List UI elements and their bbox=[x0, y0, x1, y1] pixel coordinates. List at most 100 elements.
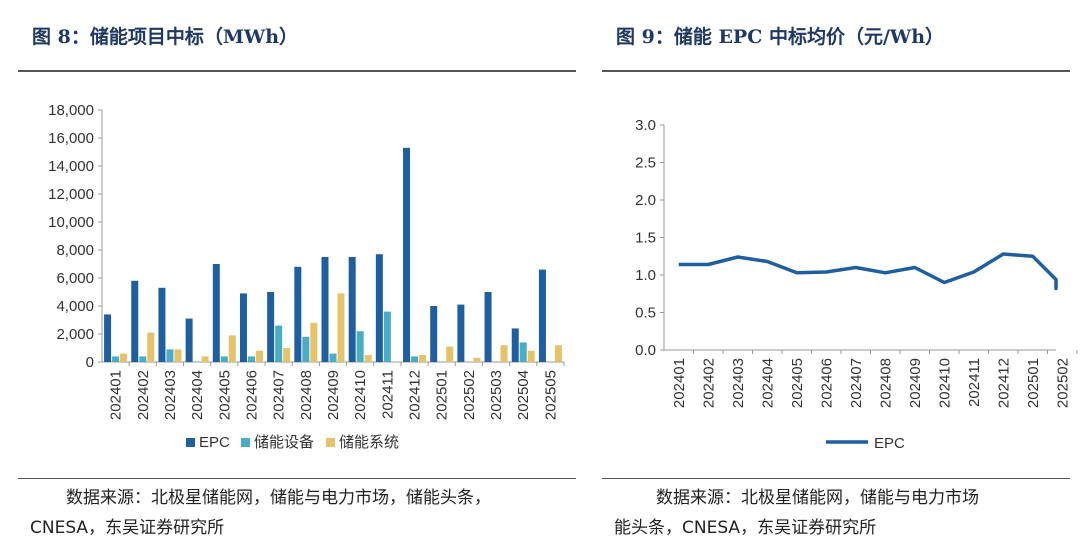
x-tick-label: 202408 bbox=[298, 370, 315, 420]
x-tick-label: 202410 bbox=[352, 370, 369, 420]
x-tick-label: 202407 bbox=[848, 358, 865, 408]
bar-EPC bbox=[239, 293, 247, 362]
bar-储能设备 bbox=[247, 356, 255, 362]
x-tick-label: 202501 bbox=[1025, 358, 1042, 408]
x-tick-label: 202406 bbox=[818, 358, 835, 408]
title-rule bbox=[602, 70, 1070, 72]
x-tick-label: 202501 bbox=[434, 370, 451, 420]
bar-EPC bbox=[321, 257, 329, 362]
bar-EPC bbox=[267, 292, 275, 362]
x-tick-label: 202412 bbox=[995, 358, 1012, 408]
y-tick-label: 0.5 bbox=[635, 305, 656, 322]
bar-EPC bbox=[538, 269, 546, 362]
y-tick-label: 10,000 bbox=[48, 214, 94, 231]
x-tick-label: 202405 bbox=[789, 358, 806, 408]
x-tick-label: 202502 bbox=[1054, 358, 1071, 408]
x-tick-label: 202411 bbox=[966, 358, 983, 407]
legend-label: 储能设备 bbox=[254, 434, 314, 451]
legend-swatch bbox=[186, 438, 195, 447]
bar-储能系统 bbox=[473, 357, 481, 362]
bar-EPC bbox=[131, 280, 139, 362]
x-tick-label: 202412 bbox=[407, 370, 424, 420]
bid-volume-bar-chart: 0 2,000 4,000 6,000 8,000 10,000 12,000 14,000 1… bbox=[48, 102, 565, 451]
source-rule bbox=[18, 478, 576, 479]
bar-EPC bbox=[484, 292, 492, 362]
y-tick-label: 6,000 bbox=[56, 270, 94, 287]
epc-price-panel: 图 9：储能 EPC 中标均价（元/Wh） 0.0 0.5 1.0 1.5 2.0 2.5… bbox=[590, 0, 1080, 553]
bar-储能系统 bbox=[500, 345, 508, 362]
y-tick-label: 0.0 bbox=[635, 342, 656, 359]
y-tick-label: 2.0 bbox=[635, 192, 656, 209]
y-tick-label: 1.5 bbox=[635, 230, 656, 247]
series-line-EPC bbox=[678, 252, 1058, 291]
legend-swatch bbox=[326, 438, 335, 447]
source-note-line-1: 数据来源：北极星储能网，储能与电力市场 bbox=[656, 488, 979, 508]
x-tick-label: 202402 bbox=[135, 370, 152, 420]
legend-swatch bbox=[241, 438, 250, 447]
bar-储能设备 bbox=[329, 353, 337, 362]
bar-储能系统 bbox=[283, 348, 291, 362]
figure-8-title: 图 8：储能项目中标（MWh） bbox=[32, 26, 299, 48]
bar-储能系统 bbox=[120, 353, 128, 362]
x-tick-label: 202410 bbox=[936, 358, 953, 408]
bar-EPC bbox=[375, 254, 383, 362]
y-tick-label: 4,000 bbox=[56, 298, 94, 315]
bar-储能设备 bbox=[275, 325, 283, 362]
x-tick-label: 202406 bbox=[243, 370, 260, 420]
x-tick-label: 202407 bbox=[271, 370, 288, 420]
bar-储能设备 bbox=[411, 356, 419, 362]
source-rule bbox=[602, 478, 1070, 479]
bar-储能系统 bbox=[174, 349, 182, 362]
x-tick-label: 202403 bbox=[730, 358, 747, 408]
y-tick-label: 14,000 bbox=[48, 158, 94, 175]
bar-EPC bbox=[403, 147, 411, 362]
x-tick-label: 202408 bbox=[877, 358, 894, 408]
bar-储能系统 bbox=[364, 355, 372, 362]
y-tick-label: 2.5 bbox=[635, 155, 656, 172]
bar-储能系统 bbox=[310, 322, 318, 362]
bar-EPC bbox=[185, 318, 193, 362]
bar-储能系统 bbox=[446, 346, 454, 362]
bid-volume-panel: 图 8：储能项目中标（MWh） 0 2,000 4,000 6,000 8,000 10,… bbox=[18, 26, 576, 538]
x-tick-label: 202409 bbox=[325, 370, 342, 420]
x-tick-label: 202505 bbox=[542, 370, 559, 420]
bar-储能系统 bbox=[337, 293, 345, 362]
bar-储能设备 bbox=[356, 331, 364, 362]
bar-EPC bbox=[430, 306, 438, 362]
bar-储能系统 bbox=[527, 350, 535, 362]
source-note-line-2: CNESA，东吴证券研究所 bbox=[30, 518, 225, 538]
title-rule bbox=[18, 70, 576, 72]
x-tick-label: 202402 bbox=[700, 358, 717, 408]
bar-EPC bbox=[457, 304, 465, 362]
bar-EPC bbox=[212, 264, 220, 362]
x-tick-label: 202404 bbox=[189, 370, 206, 420]
x-tick-label: 202503 bbox=[488, 370, 505, 420]
bar-储能系统 bbox=[419, 355, 427, 362]
bar-储能设备 bbox=[166, 349, 174, 362]
y-tick-label: 0 bbox=[86, 354, 94, 371]
bar-储能系统 bbox=[201, 356, 209, 362]
bar-储能系统 bbox=[554, 345, 562, 362]
y-tick-label: 12,000 bbox=[48, 186, 94, 203]
bar-储能设备 bbox=[302, 336, 310, 362]
bar-储能设备 bbox=[519, 342, 527, 362]
bar-EPC bbox=[104, 314, 112, 362]
bar-EPC bbox=[511, 328, 519, 362]
bar-EPC bbox=[158, 287, 166, 362]
legend-label: EPC bbox=[199, 434, 230, 451]
bar-EPC bbox=[348, 257, 356, 362]
figure-9-title: 图 9：储能 EPC 中标均价（元/Wh） bbox=[616, 26, 945, 48]
x-tick-label: 202401 bbox=[108, 370, 125, 420]
x-tick-label: 202404 bbox=[759, 358, 776, 408]
bar-储能系统 bbox=[147, 332, 155, 362]
x-tick-label: 202405 bbox=[216, 370, 233, 420]
x-tick-label: 202502 bbox=[461, 370, 478, 420]
legend-label: EPC bbox=[874, 435, 905, 452]
x-tick-label: 202409 bbox=[907, 358, 924, 408]
bar-储能设备 bbox=[383, 311, 391, 362]
x-tick-label: 202401 bbox=[671, 358, 688, 408]
x-tick-label: 202411 bbox=[379, 370, 396, 419]
source-note-line-1: 数据来源：北极星储能网，储能与电力市场，储能头条， bbox=[66, 488, 491, 508]
bar-储能系统 bbox=[255, 350, 263, 362]
y-tick-label: 18,000 bbox=[48, 102, 94, 119]
